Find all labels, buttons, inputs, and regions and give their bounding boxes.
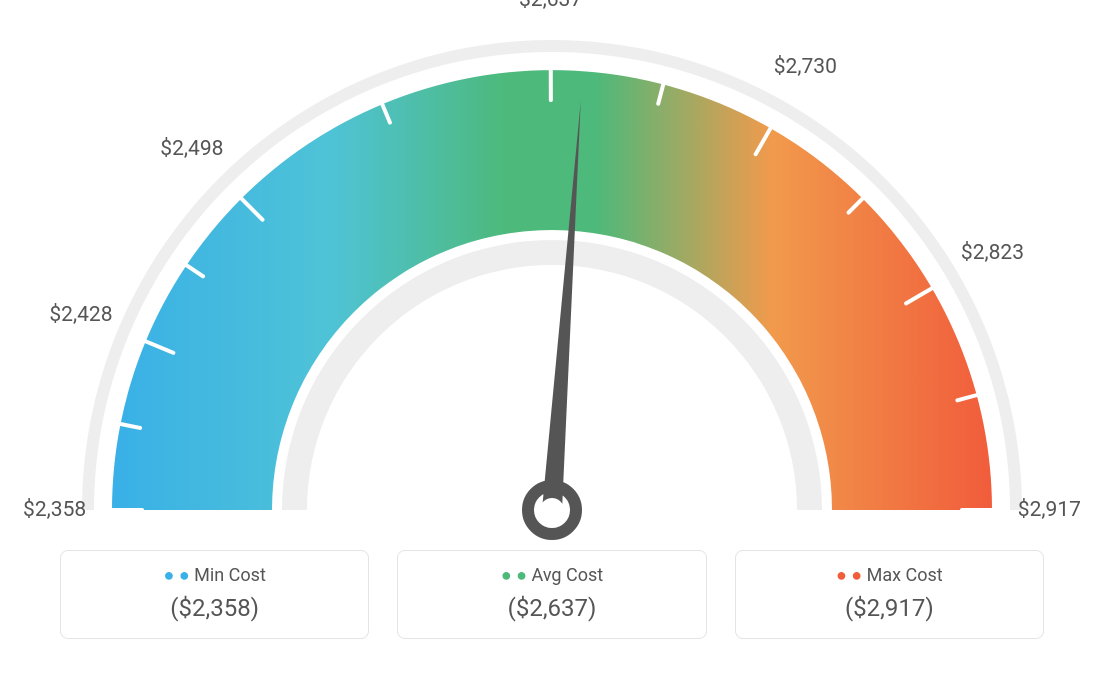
gauge-tick-label: $2,358	[23, 498, 86, 522]
legend-avg-label: ● Avg Cost	[414, 565, 689, 586]
legend-avg-value: ($2,637)	[414, 594, 689, 622]
gauge-tick-label: $2,917	[1018, 498, 1081, 522]
legend-row: ● Min Cost ($2,358) ● Avg Cost ($2,637) …	[40, 550, 1064, 659]
gauge-tick-label: $2,428	[49, 303, 112, 327]
legend-card-max: ● Max Cost ($2,917)	[735, 550, 1044, 639]
legend-card-avg: ● Avg Cost ($2,637)	[397, 550, 706, 639]
gauge-tick-label: $2,730	[774, 55, 837, 79]
gauge-area: $2,358$2,428$2,498$2,637$2,730$2,823$2,9…	[40, 20, 1064, 540]
legend-card-min: ● Min Cost ($2,358)	[60, 550, 369, 639]
gauge-svg	[40, 20, 1064, 540]
gauge-tick-label: $2,823	[961, 241, 1024, 265]
legend-max-value: ($2,917)	[752, 594, 1027, 622]
legend-min-label: ● Min Cost	[77, 565, 352, 586]
gauge-tick-label: $2,498	[160, 137, 223, 161]
legend-max-label: ● Max Cost	[752, 565, 1027, 586]
legend-min-value: ($2,358)	[77, 594, 352, 622]
gauge-tick-label: $2,637	[519, 0, 582, 12]
cost-gauge-chart: $2,358 $2,428 $2,498 $2,637 $2,730 $2,823 $2,9…	[0, 0, 1104, 659]
